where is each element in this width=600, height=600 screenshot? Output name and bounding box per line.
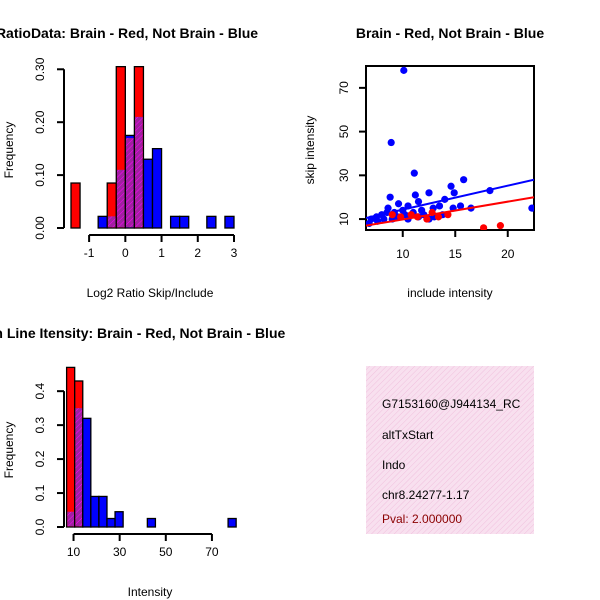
scatter-point-not-brain-17 xyxy=(456,202,465,210)
intensity-hist-bar-8 xyxy=(227,517,237,528)
scatter-point-brain-5 xyxy=(407,211,415,219)
scatter-point-not-brain-7 xyxy=(425,189,433,197)
ratio-hist-bar-8 xyxy=(169,215,181,229)
info-panel-background xyxy=(366,366,534,534)
ratio-hist-bar-7 xyxy=(151,147,163,229)
ratio-hist-y-tick-label-0: 0.00 xyxy=(33,216,47,240)
ratio-hist-x-tick-label-3: 2 xyxy=(194,246,201,260)
intensity-hist-overlap-0 xyxy=(67,511,74,527)
info-line-event: altTxStart xyxy=(382,428,434,442)
ratio-hist-overlap-2 xyxy=(107,216,116,228)
scatter-axes: 10 15 20 10 30 50 70 xyxy=(337,81,515,261)
intensity-hist-bar-4 xyxy=(98,495,108,528)
scatter-point-not-brain-9 xyxy=(386,193,394,201)
ratio-histogram-ylabel: Frequency xyxy=(2,122,16,179)
intensity-hist-y-tick-label-4: 0.4 xyxy=(33,383,47,400)
intensity-hist-bar-2 xyxy=(82,417,92,528)
intensity-histogram-xlabel: Intensity xyxy=(128,585,173,599)
ratio-histogram-bars xyxy=(70,65,235,229)
ratio-histogram-axes: -1 0 1 2 3 0.00 0.10 0.20 0.30 xyxy=(33,57,238,260)
intensity-hist-bar-7 xyxy=(146,517,157,528)
scatter-x-tick-label-0: 10 xyxy=(396,247,410,261)
ratio-hist-bar-0 xyxy=(70,182,81,229)
scatter-ylabel: skip intensity xyxy=(303,116,317,185)
intensity-hist-y-tick-label-2: 0.2 xyxy=(33,450,47,467)
scatter-x-tick-label-2: 20 xyxy=(501,247,515,261)
scatter-point-not-brain-8 xyxy=(411,191,419,199)
info-line-probe: G7153160@J944134_RC xyxy=(382,397,521,411)
scatter-marks xyxy=(366,66,534,230)
intensity-hist-y-tick-label-0: 0.0 xyxy=(33,518,47,535)
ratio-histogram-xlabel: Log2 Ratio Skip/Include xyxy=(87,286,214,300)
scatter-xlabel: include intensity xyxy=(407,286,492,300)
scatter-point-not-brain-11 xyxy=(414,197,423,206)
ratio-hist-y-tick-label-1: 0.10 xyxy=(33,163,47,187)
intensity-histogram-bars xyxy=(65,366,237,528)
scatter-point-brain-0 xyxy=(480,224,488,230)
intensity-hist-bar-5 xyxy=(106,517,116,528)
ratio-hist-bar-10 xyxy=(206,215,217,229)
ratio-hist-bar-9 xyxy=(179,215,190,229)
scatter-point-not-brain-6 xyxy=(450,189,458,197)
ratio-hist-x-tick-label-1: 0 xyxy=(122,246,129,260)
scatter-point-not-brain-37 xyxy=(418,206,426,214)
scatter-point-not-brain-40 xyxy=(528,204,534,212)
scatter-point-brain-4 xyxy=(434,213,443,221)
intensity-histogram-axes: 10 30 50 70 0.0 0.1 0.2 0.3 0.4 xyxy=(33,383,219,559)
intensity-hist-x-tick-label-3: 70 xyxy=(205,545,219,559)
intensity-hist-y-tick-label-1: 0.1 xyxy=(33,484,47,501)
scatter-point-not-brain-34 xyxy=(380,215,388,223)
scatter-point-not-brain-2 xyxy=(410,169,418,177)
intensity-hist-overlap-1 xyxy=(75,408,83,527)
scatter-y-tick-label-3: 70 xyxy=(337,81,351,95)
scatter-x-tick-label-1: 15 xyxy=(449,247,463,261)
scatter-point-not-brain-13 xyxy=(394,200,403,208)
scatter-fit-brain xyxy=(366,196,534,227)
intensity-hist-bar-0 xyxy=(65,366,76,528)
scatter-point-not-brain-1 xyxy=(387,138,395,147)
ratio-hist-y-tick-label-2: 0.20 xyxy=(33,110,47,134)
ratio-hist-y-tick-label-3: 0.30 xyxy=(33,57,47,81)
scatter-point-not-brain-15 xyxy=(435,202,444,210)
intensity-hist-x-tick-label-0: 10 xyxy=(67,545,81,559)
scatter-point-brain-1 xyxy=(496,222,504,230)
scatter-point-brain-9 xyxy=(388,211,396,219)
ratio-hist-overlap-5 xyxy=(135,116,143,228)
scatter-point-not-brain-3 xyxy=(460,176,468,184)
intensity-hist-x-tick-label-1: 30 xyxy=(113,545,127,559)
scatter-point-not-brain-0 xyxy=(400,66,408,74)
ratio-hist-x-tick-label-2: 1 xyxy=(158,246,165,260)
info-line-tissue: Indo xyxy=(382,458,406,472)
ratio-hist-overlap-3 xyxy=(116,169,125,228)
intensity-hist-y-tick-label-3: 0.3 xyxy=(33,416,47,433)
scatter-point-brain-2 xyxy=(423,215,431,223)
intensity-hist-bar-6 xyxy=(114,511,124,528)
ratio-hist-x-tick-label-4: 3 xyxy=(231,246,238,260)
ratio-histogram-panel: RatioData: Brain - Red, Not Brain - Blue… xyxy=(0,25,258,300)
scatter-y-tick-label-2: 50 xyxy=(337,125,351,139)
info-pval: Pval: 2.000000 xyxy=(382,512,462,526)
ratio-hist-bar-6 xyxy=(142,158,154,229)
scatter-y-tick-label-1: 30 xyxy=(337,168,351,182)
scatter-title: Brain - Red, Not Brain - Blue xyxy=(356,25,544,41)
scatter-point-not-brain-4 xyxy=(447,182,455,190)
intensity-scatter-panel: Brain - Red, Not Brain - Blue include in… xyxy=(303,25,544,300)
ratio-hist-bar-11 xyxy=(224,215,235,229)
intensity-hist-bar-3 xyxy=(90,495,100,528)
ratio-hist-bar-1 xyxy=(97,215,108,229)
scatter-y-tick-label-0: 10 xyxy=(337,212,351,226)
ratio-hist-overlap-4 xyxy=(126,138,134,228)
intensity-hist-x-tick-label-2: 50 xyxy=(159,545,173,559)
scatter-plot-box xyxy=(365,65,535,231)
intensity-histogram-title: Exon Line Itensity: Brain - Red, Not Bra… xyxy=(0,325,286,341)
info-line-location: chr8.24277-1.17 xyxy=(382,488,470,502)
ratio-histogram-title: RatioData: Brain - Red, Not Brain - Blue xyxy=(0,25,258,41)
intensity-histogram-ylabel: Frequency xyxy=(2,422,16,479)
ratio-hist-x-tick-label-0: -1 xyxy=(84,246,95,260)
intensity-histogram-panel: Exon Line Itensity: Brain - Red, Not Bra… xyxy=(0,325,286,599)
info-panel: G7153160@J944134_RC altTxStart Indo chr8… xyxy=(366,366,534,534)
